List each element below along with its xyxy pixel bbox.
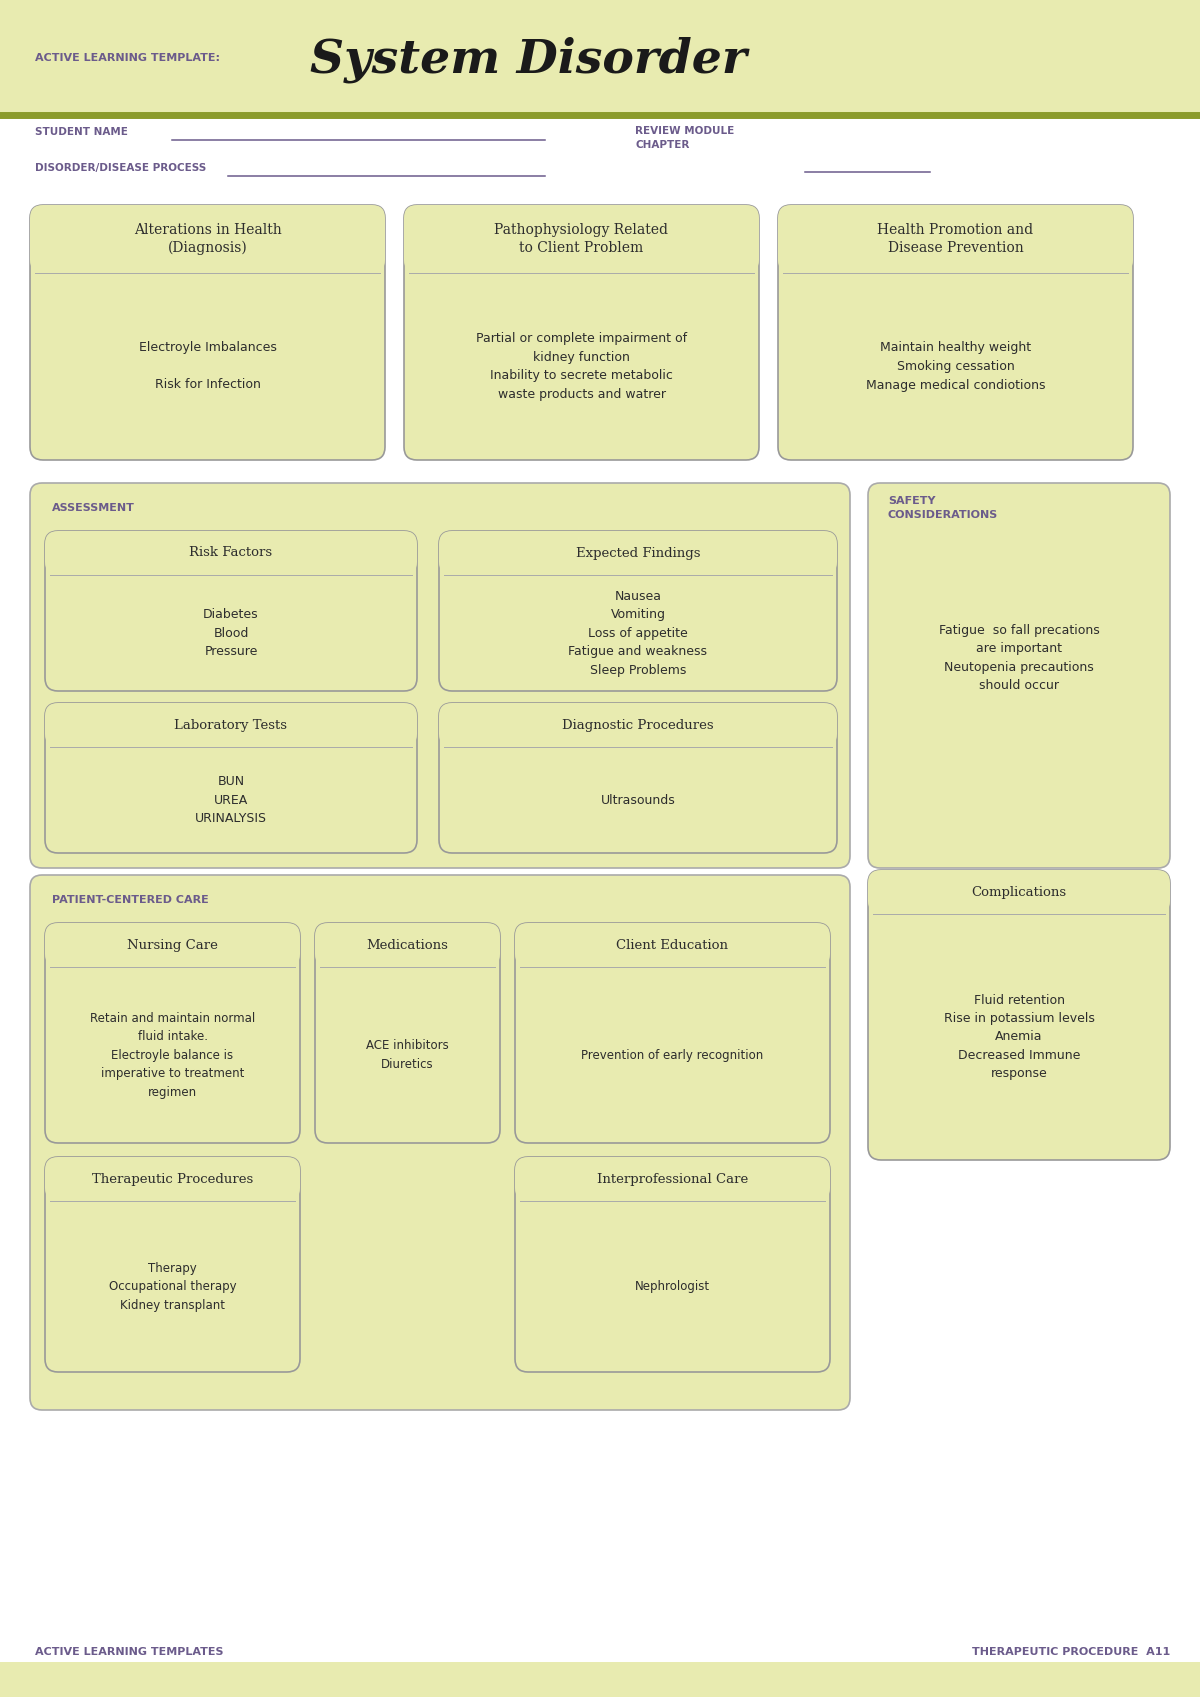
FancyBboxPatch shape: [404, 205, 760, 460]
FancyBboxPatch shape: [314, 923, 500, 1144]
Text: Expected Findings: Expected Findings: [576, 546, 701, 560]
Text: Fatigue  so fall precations
are important
Neutopenia precautions
should occur: Fatigue so fall precations are important…: [938, 624, 1099, 692]
Text: Pathophysiology Related
to Client Problem: Pathophysiology Related to Client Proble…: [494, 224, 668, 255]
Text: Interprofessional Care: Interprofessional Care: [596, 1173, 748, 1186]
FancyBboxPatch shape: [46, 703, 418, 854]
FancyBboxPatch shape: [515, 923, 830, 967]
Text: ACE inhibitors
Diuretics: ACE inhibitors Diuretics: [366, 1039, 449, 1071]
Text: Prevention of early recognition: Prevention of early recognition: [581, 1049, 763, 1062]
Text: Health Promotion and
Disease Prevention: Health Promotion and Disease Prevention: [877, 224, 1033, 255]
Text: Therapeutic Procedures: Therapeutic Procedures: [92, 1173, 253, 1186]
Text: THERAPEUTIC PROCEDURE  A11: THERAPEUTIC PROCEDURE A11: [972, 1648, 1170, 1656]
FancyBboxPatch shape: [30, 484, 850, 867]
FancyBboxPatch shape: [439, 531, 836, 575]
FancyBboxPatch shape: [46, 923, 300, 1144]
Text: ACTIVE LEARNING TEMPLATE:: ACTIVE LEARNING TEMPLATE:: [35, 53, 220, 63]
FancyBboxPatch shape: [46, 703, 418, 747]
Text: Nephrologist: Nephrologist: [635, 1280, 710, 1293]
Text: Complications: Complications: [972, 886, 1067, 898]
Text: Therapy
Occupational therapy
Kidney transplant: Therapy Occupational therapy Kidney tran…: [109, 1261, 236, 1312]
Text: Partial or complete impairment of
kidney function
Inability to secrete metabolic: Partial or complete impairment of kidney…: [476, 333, 688, 400]
Text: System Disorder: System Disorder: [310, 37, 746, 83]
FancyBboxPatch shape: [314, 923, 500, 967]
FancyBboxPatch shape: [46, 531, 418, 691]
Text: Nursing Care: Nursing Care: [127, 938, 218, 952]
Text: Retain and maintain normal
fluid intake.
Electroyle balance is
imperative to tre: Retain and maintain normal fluid intake.…: [90, 1011, 256, 1098]
FancyBboxPatch shape: [868, 484, 1170, 867]
Bar: [0, 0, 1200, 115]
FancyBboxPatch shape: [515, 1157, 830, 1201]
Text: Diagnostic Procedures: Diagnostic Procedures: [562, 718, 714, 731]
Text: Diabetes
Blood
Pressure: Diabetes Blood Pressure: [203, 608, 259, 658]
Text: Nausea
Vomiting
Loss of appetite
Fatigue and weakness
Sleep Problems: Nausea Vomiting Loss of appetite Fatigue…: [569, 589, 708, 677]
FancyBboxPatch shape: [46, 531, 418, 575]
Text: STUDENT NAME: STUDENT NAME: [35, 127, 128, 137]
FancyBboxPatch shape: [46, 1157, 300, 1371]
Text: Laboratory Tests: Laboratory Tests: [174, 718, 288, 731]
FancyBboxPatch shape: [30, 205, 385, 273]
Text: ACTIVE LEARNING TEMPLATES: ACTIVE LEARNING TEMPLATES: [35, 1648, 223, 1656]
Text: REVIEW MODULE
CHAPTER: REVIEW MODULE CHAPTER: [635, 126, 734, 149]
Text: SAFETY
CONSIDERATIONS: SAFETY CONSIDERATIONS: [888, 497, 998, 519]
Text: Ultrasounds: Ultrasounds: [601, 794, 676, 806]
Text: BUN
UREA
URINALYSIS: BUN UREA URINALYSIS: [194, 776, 266, 825]
FancyBboxPatch shape: [46, 1157, 300, 1201]
Text: Maintain healthy weight
Smoking cessation
Manage medical condiotions: Maintain healthy weight Smoking cessatio…: [865, 341, 1045, 392]
Text: Electroyle Imbalances

Risk for Infection: Electroyle Imbalances Risk for Infection: [138, 341, 276, 392]
FancyBboxPatch shape: [439, 531, 836, 691]
Text: DISORDER/DISEASE PROCESS: DISORDER/DISEASE PROCESS: [35, 163, 206, 173]
Text: Alterations in Health
(Diagnosis): Alterations in Health (Diagnosis): [133, 222, 281, 255]
FancyBboxPatch shape: [30, 205, 385, 460]
Text: Fluid retention
Rise in potassium levels
Anemia
Decreased Immune
response: Fluid retention Rise in potassium levels…: [943, 993, 1094, 1081]
Text: PATIENT-CENTERED CARE: PATIENT-CENTERED CARE: [52, 894, 209, 905]
FancyBboxPatch shape: [439, 703, 836, 747]
FancyBboxPatch shape: [46, 923, 300, 967]
Text: Medications: Medications: [366, 938, 449, 952]
FancyBboxPatch shape: [439, 703, 836, 854]
FancyBboxPatch shape: [404, 205, 760, 273]
Bar: [0, 1661, 1200, 1697]
FancyBboxPatch shape: [515, 1157, 830, 1371]
FancyBboxPatch shape: [30, 876, 850, 1410]
Text: Client Education: Client Education: [617, 938, 728, 952]
Text: ASSESSMENT: ASSESSMENT: [52, 502, 134, 512]
FancyBboxPatch shape: [778, 205, 1133, 460]
FancyBboxPatch shape: [778, 205, 1133, 273]
FancyBboxPatch shape: [515, 923, 830, 1144]
Text: Risk Factors: Risk Factors: [190, 546, 272, 560]
FancyBboxPatch shape: [868, 871, 1170, 1161]
FancyBboxPatch shape: [868, 871, 1170, 915]
